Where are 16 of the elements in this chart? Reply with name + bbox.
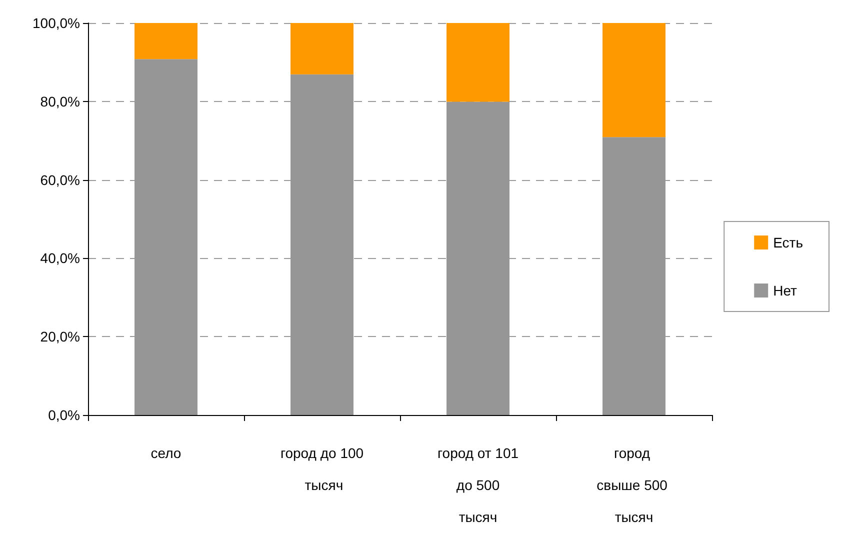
- y-tick-label: 80,0%: [40, 93, 80, 110]
- y-tick-label: 40,0%: [40, 250, 80, 266]
- x-tick-label: село: [150, 445, 182, 461]
- x-tick-label: город до 100 тысяч: [280, 445, 364, 493]
- y-tick-label: 60,0%: [40, 172, 80, 188]
- legend-label: Нет: [773, 282, 798, 298]
- bar: [290, 23, 354, 74]
- y-tick-label: 20,0%: [40, 328, 80, 345]
- x-tick-label: город свыше 500 тысяч: [596, 445, 672, 525]
- bar: [134, 23, 198, 60]
- legend-label: Есть: [773, 234, 804, 250]
- bar: [446, 23, 510, 102]
- x-tick-label: город от 101 до 500 тысяч: [437, 445, 519, 525]
- y-tick-label: 100,0%: [32, 15, 80, 31]
- y-tick-label: 0,0%: [48, 407, 80, 423]
- bar: [602, 23, 666, 138]
